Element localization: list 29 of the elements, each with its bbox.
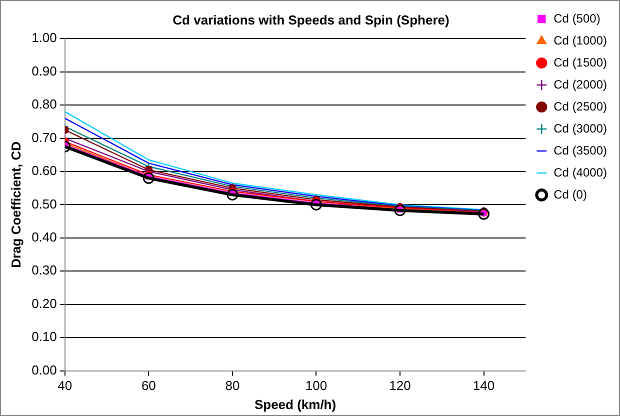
- y-tick-label: 0.60: [32, 163, 57, 178]
- legend-label: Cd (4000): [554, 165, 608, 180]
- x-tick-label: 80: [225, 378, 240, 394]
- y-tick-label: 0.20: [32, 296, 57, 311]
- x-tick-label: 100: [305, 378, 328, 394]
- y-tick-label: 0.90: [32, 63, 57, 78]
- x-axis-title: Speed (km/h): [254, 396, 336, 412]
- x-tick-label: 140: [472, 378, 495, 394]
- y-tick-label: 0.00: [32, 362, 57, 378]
- y-tick-label: 0.50: [32, 196, 57, 212]
- legend-label: Cd (0): [554, 187, 587, 202]
- legend-label: Cd (2500): [554, 99, 608, 114]
- x-tick-label: 40: [58, 378, 72, 394]
- legend-label: Cd (3500): [554, 143, 608, 158]
- y-tick-label: 0.80: [32, 96, 57, 112]
- legend-label: Cd (1000): [554, 33, 608, 48]
- y-axis-title: Drag Coefficient, CD: [8, 141, 24, 268]
- chart-title: Cd variations with Speeds and Spin (Sphere): [172, 12, 450, 28]
- y-tick-label: 1.00: [32, 30, 57, 46]
- x-tick-label: 60: [141, 378, 156, 394]
- legend-label: Cd (500): [554, 11, 600, 26]
- x-tick-label: 120: [389, 378, 411, 394]
- y-tick-label: 0.70: [32, 130, 57, 145]
- y-tick-label: 0.40: [32, 230, 57, 244]
- y-tick-label: 0.30: [32, 262, 57, 278]
- legend-label: Cd (2000): [554, 77, 608, 92]
- legend-label: Cd (1500): [554, 55, 608, 70]
- y-tick-label: 0.10: [32, 329, 57, 344]
- legend-label: Cd (3000): [554, 121, 608, 136]
